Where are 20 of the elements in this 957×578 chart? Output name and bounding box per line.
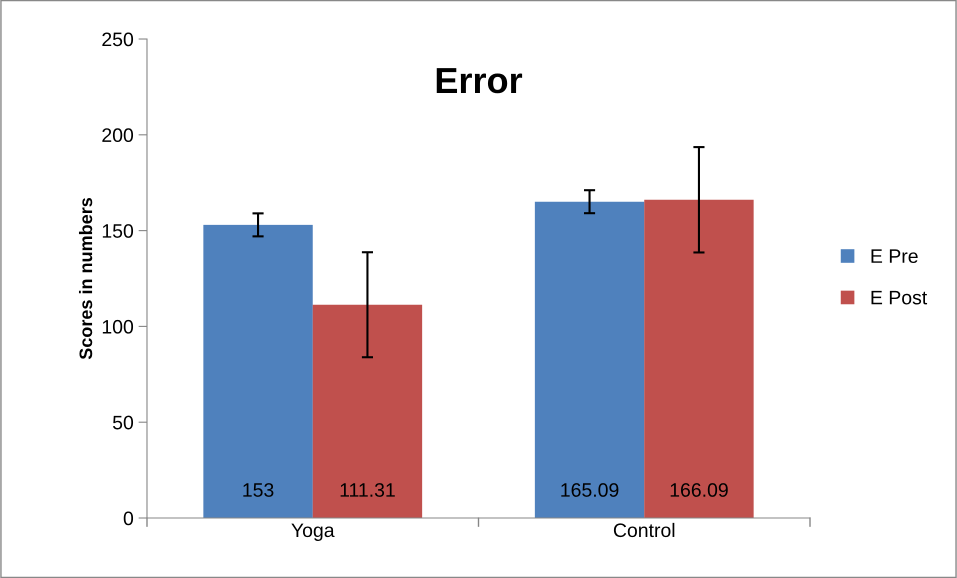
bar (644, 200, 754, 518)
bar (534, 202, 644, 518)
y-tick-label: 250 (102, 32, 134, 46)
legend-label: E Post (872, 290, 928, 304)
data-label: 166.09 (670, 483, 728, 497)
text: Error (436, 68, 522, 94)
y-axis-title: Scores in numbers (78, 198, 92, 360)
x-tick-label: Control (614, 522, 674, 538)
y-tick-label: 150 (102, 224, 134, 238)
y-tick-label: 50 (112, 416, 134, 430)
bar (203, 224, 313, 518)
y-tick-label: 200 (102, 128, 134, 142)
data-label: 153 (243, 483, 274, 497)
data-label: 165.09 (561, 483, 618, 497)
bar (312, 304, 422, 518)
y-tick-label: 100 (102, 320, 134, 334)
data-label: 111.31 (340, 483, 395, 497)
x-tick-label: Yoga (291, 524, 335, 541)
y-tick-label: 0 (124, 511, 134, 526)
legend-label: E Pre (872, 249, 918, 263)
